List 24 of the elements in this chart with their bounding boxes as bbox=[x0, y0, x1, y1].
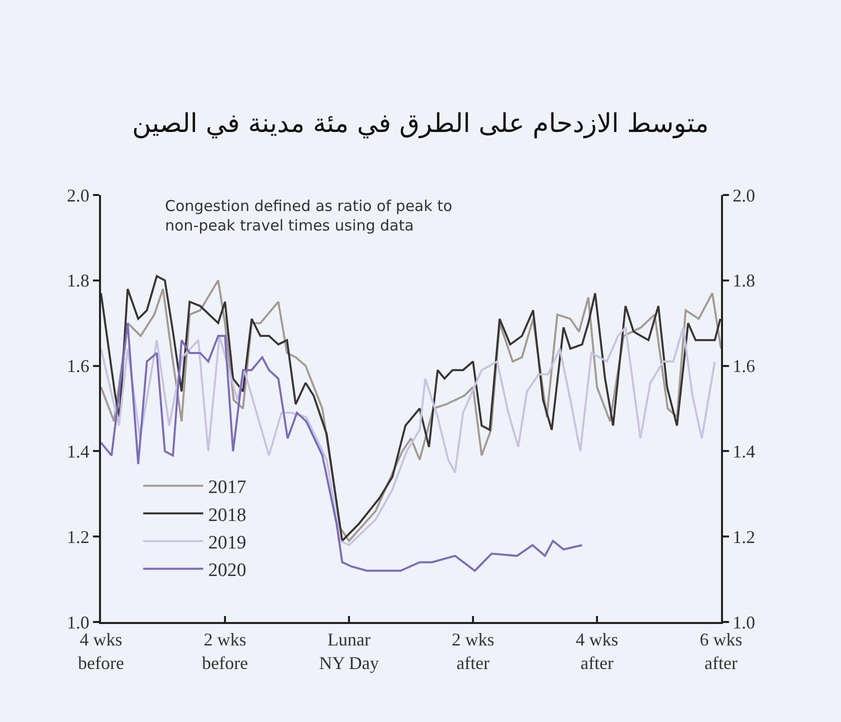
chart-title: متوسط الازدحام على الطرق في مئة مدينة في الصين bbox=[132, 108, 709, 139]
legend-label: 2019 bbox=[208, 532, 246, 554]
legend-label: 2018 bbox=[208, 504, 246, 526]
annotation: Congestion defined as ratio of peak to non-peak travel times using data bbox=[165, 197, 452, 234]
x-tick-label: 4 wks before bbox=[78, 630, 124, 673]
y-tick-label: 1.4 bbox=[66, 442, 90, 462]
y2-tick-label: 1.2 bbox=[732, 526, 756, 547]
legend-label: 2020 bbox=[208, 560, 246, 582]
y-tick-label: 1.0 bbox=[66, 612, 90, 632]
y-tick-label: 1.8 bbox=[66, 270, 90, 291]
y2-tick-label: 1.8 bbox=[732, 270, 756, 291]
y-tick-label: 1.6 bbox=[66, 356, 90, 376]
y-tick-label: 1.2 bbox=[66, 526, 90, 547]
y2-tick-label: 1.0 bbox=[732, 612, 756, 632]
x-tick-label: 4 wks after bbox=[576, 630, 618, 673]
x-tick-label: Lunar NY Day bbox=[319, 630, 379, 673]
legend-label: 2017 bbox=[208, 477, 246, 498]
x-tick-label: 6 wks after bbox=[700, 630, 742, 673]
y2-tick-label: 1.4 bbox=[732, 442, 756, 462]
y-tick-label: 2.0 bbox=[66, 185, 90, 206]
y2-tick-label: 1.6 bbox=[732, 356, 756, 376]
x-tick-label: 2 wks after bbox=[452, 630, 494, 673]
y2-tick-label: 2.0 bbox=[732, 185, 756, 206]
x-tick-label: 2 wks before bbox=[202, 630, 248, 673]
